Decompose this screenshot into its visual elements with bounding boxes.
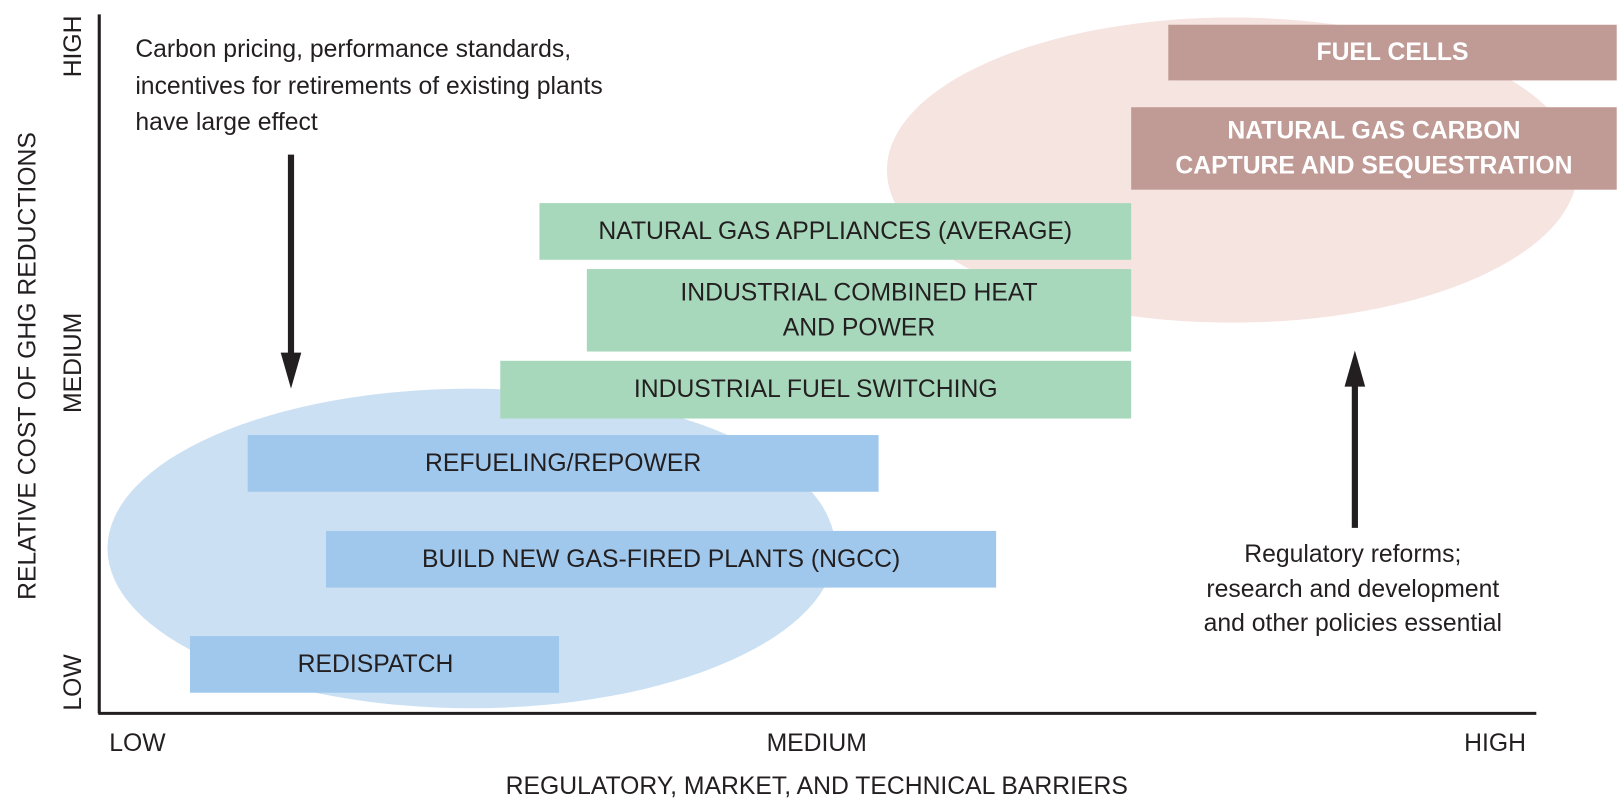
option-box [586, 269, 1132, 352]
option-box [326, 530, 997, 588]
x-label: MEDIUM [767, 730, 867, 757]
note-line: Regulatory reforms; [1244, 541, 1461, 568]
option-label: NATURAL GAS CARBON [1227, 117, 1520, 144]
y-label: HIGH [60, 15, 87, 77]
option-box [500, 360, 1132, 419]
x-label: LOW [109, 730, 166, 757]
note-line: research and development [1206, 576, 1499, 603]
x-axis-title: REGULATORY, MARKET, AND TECHNICAL BARRIE… [506, 773, 1128, 800]
option-label: REDISPATCH [298, 651, 454, 678]
option-label: INDUSTRIAL FUEL SWITCHING [634, 376, 998, 403]
option-label: BUILD NEW GAS-FIRED PLANTS (NGCC) [422, 546, 900, 573]
arrow-head [280, 352, 302, 389]
option-label: NATURAL GAS APPLIANCES (AVERAGE) [598, 218, 1072, 245]
boxes: FUEL CELLS NATURAL GAS CARBON CAPTURE AND … [189, 24, 1617, 693]
note-line: incentives for retirements of existing p… [135, 73, 602, 100]
note-line: have large effect [135, 109, 318, 136]
option-box [189, 636, 560, 693]
note-line: Carbon pricing, performance standards, [135, 36, 571, 63]
option-label: INDUSTRIAL COMBINED HEAT [680, 279, 1037, 306]
option-label: AND POWER [783, 314, 936, 341]
y-label: MEDIUM [60, 313, 87, 413]
option-box [1131, 107, 1617, 190]
option-label: REFUELING/REPOWER [425, 450, 701, 477]
option-box [1168, 24, 1617, 81]
option-box [539, 203, 1132, 260]
option-label: FUEL CELLS [1316, 39, 1468, 66]
note-line: and other policies essential [1204, 610, 1502, 637]
arrow-head [1344, 350, 1366, 387]
y-axis-title: RELATIVE COST OF GHG REDUCTIONS [15, 132, 42, 600]
x-label: HIGH [1464, 730, 1526, 757]
option-label: CAPTURE AND SEQUESTRATION [1175, 153, 1572, 180]
y-label: LOW [60, 654, 87, 711]
option-box [247, 435, 879, 492]
